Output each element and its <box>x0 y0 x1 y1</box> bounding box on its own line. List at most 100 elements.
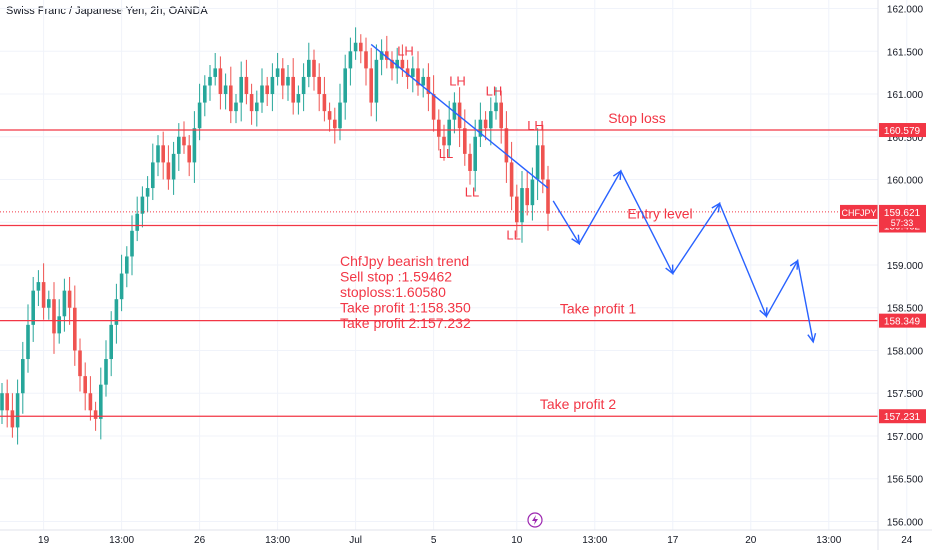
projection-arrowhead <box>759 307 768 318</box>
price-tick-label: 160.500 <box>887 133 924 144</box>
candle-body <box>307 59 311 77</box>
price-tick-label: 157.500 <box>887 389 924 400</box>
price-tick-label: 156.000 <box>887 517 924 528</box>
candle-body <box>296 94 301 103</box>
pattern-label: LH <box>449 73 466 88</box>
candle-body <box>99 384 103 419</box>
candle-body <box>41 282 46 308</box>
candle-body <box>338 102 342 129</box>
countdown-text: 57:33 <box>891 218 914 228</box>
candle-body <box>73 307 77 351</box>
price-tick-label: 161.500 <box>887 47 924 58</box>
analysis-line: ChfJpy bearish trend <box>340 253 469 269</box>
time-tick-label: 13:00 <box>265 535 290 546</box>
candle-body <box>400 59 405 69</box>
candle-body <box>31 290 35 325</box>
time-axis: 19 13:00 26 13:00 Jul 5 10 13:00 17 20 13:00 24 <box>0 512 932 546</box>
candles <box>0 27 550 445</box>
time-tick-label: 20 <box>745 535 757 546</box>
candle-body <box>468 153 472 171</box>
candle-body <box>405 68 410 77</box>
symbol-badge <box>840 204 878 219</box>
candle-body <box>353 42 358 52</box>
candle-body <box>291 76 295 103</box>
candle-body <box>197 102 202 129</box>
candle-body <box>93 410 98 419</box>
candle-body <box>535 145 540 180</box>
level-price-text: 158.349 <box>884 317 921 328</box>
pattern-label: LL <box>506 227 520 242</box>
lightning-glyph <box>532 515 538 525</box>
candle-body <box>322 94 327 112</box>
candle-body <box>249 94 254 112</box>
candle-body <box>125 256 129 274</box>
candle-body <box>483 119 488 129</box>
time-tick-label: 13:00 <box>109 535 134 546</box>
candle-body <box>530 179 535 206</box>
time-tick-label: Jul <box>349 535 362 546</box>
trend-line <box>370 43 549 189</box>
candle-body <box>275 68 280 77</box>
projection-path <box>552 169 814 343</box>
projection-arrowhead <box>612 169 622 180</box>
symbol-badge-text: CHFJPY <box>841 208 876 218</box>
analysis-line: Take profit 2:157.232 <box>340 315 471 331</box>
time-tick-label: 10 <box>511 535 523 546</box>
candle-body <box>379 51 384 60</box>
candle-body <box>343 68 347 103</box>
take-profit-2-label: Take profit 2 <box>540 396 616 412</box>
projection-arrowhead <box>711 202 721 213</box>
candle-body <box>509 162 514 197</box>
time-tick-label: 24 <box>901 535 913 546</box>
candle-body <box>208 76 212 86</box>
candle-body <box>156 145 160 163</box>
candle-body <box>515 196 519 223</box>
pattern-label: LL <box>465 185 479 200</box>
price-tick-label: 156.500 <box>887 475 924 486</box>
candle-body <box>499 102 503 129</box>
candle-body <box>520 188 524 223</box>
candle-body <box>182 136 186 146</box>
candle-body <box>504 128 509 163</box>
candle-body <box>62 290 67 317</box>
candle-body <box>281 68 285 86</box>
candle-body <box>21 359 25 394</box>
symbol-title: Swiss Franc / Japanese Yen, 2h, OANDA <box>6 5 208 17</box>
price-tick-label: 161.000 <box>887 90 924 101</box>
candle-body <box>88 393 93 411</box>
pattern-label: LH <box>527 118 544 133</box>
candle-body <box>374 59 379 103</box>
candle-body <box>109 324 113 360</box>
candle-body <box>5 393 9 411</box>
candle-body <box>301 76 306 95</box>
take-profit-1-label: Take profit 1 <box>560 301 636 317</box>
candle-body <box>286 76 290 86</box>
candle-body <box>421 76 425 86</box>
time-tick-label: 19 <box>38 535 50 546</box>
price-tick-label: 157.000 <box>887 432 924 443</box>
candle-body <box>411 68 415 77</box>
horizontal-levels: Stop loss Entry level Take profit 1 Take pr… <box>0 110 878 417</box>
price-tick-label: 158.500 <box>887 304 924 315</box>
candle-body <box>255 102 259 112</box>
pattern-label: LH <box>397 44 414 59</box>
candle-body <box>390 59 394 69</box>
candle-body <box>171 153 176 180</box>
candle-body <box>114 299 119 325</box>
candle-body <box>36 282 41 291</box>
candle-body <box>478 119 483 137</box>
price-tick-label: 158.000 <box>887 346 924 357</box>
candle-body <box>177 136 181 154</box>
candle-body <box>260 85 264 103</box>
candle-body <box>525 188 529 206</box>
candle-body <box>452 102 457 120</box>
candle-body <box>473 136 477 171</box>
projection-arrowhead <box>665 264 674 275</box>
candle-body <box>239 76 243 103</box>
candle-body <box>541 145 545 180</box>
price-tick-label: 162.000 <box>887 5 924 16</box>
price-tick-label: 160.000 <box>887 176 924 187</box>
candle-body <box>317 76 321 95</box>
